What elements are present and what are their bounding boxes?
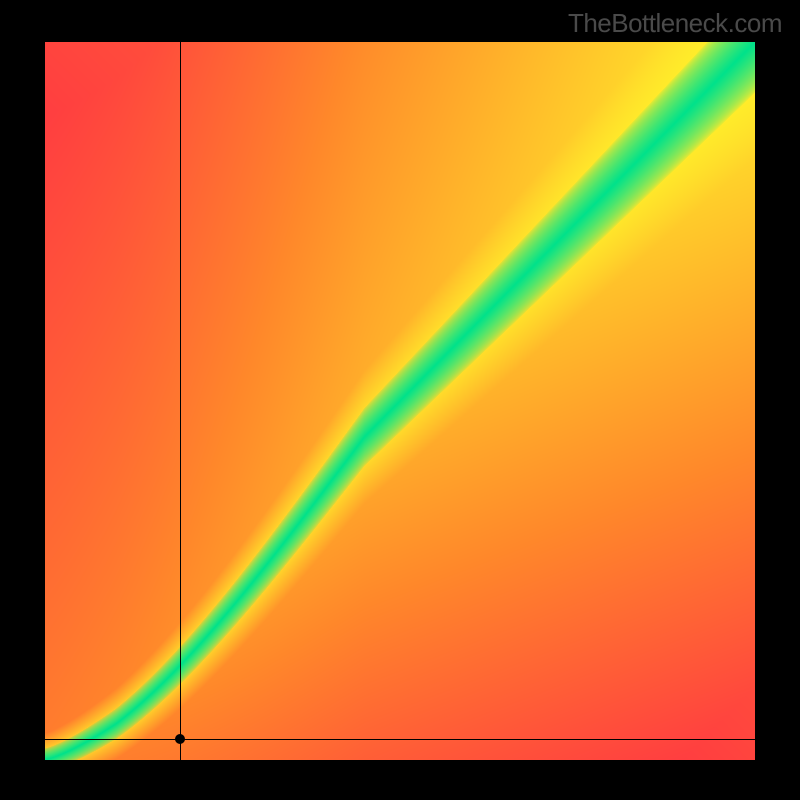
heatmap-plot bbox=[45, 42, 755, 760]
crosshair-marker bbox=[175, 734, 185, 744]
crosshair-vertical bbox=[180, 42, 181, 760]
heatmap-canvas bbox=[45, 42, 755, 760]
watermark-text: TheBottleneck.com bbox=[568, 8, 782, 39]
crosshair-horizontal bbox=[45, 739, 755, 740]
